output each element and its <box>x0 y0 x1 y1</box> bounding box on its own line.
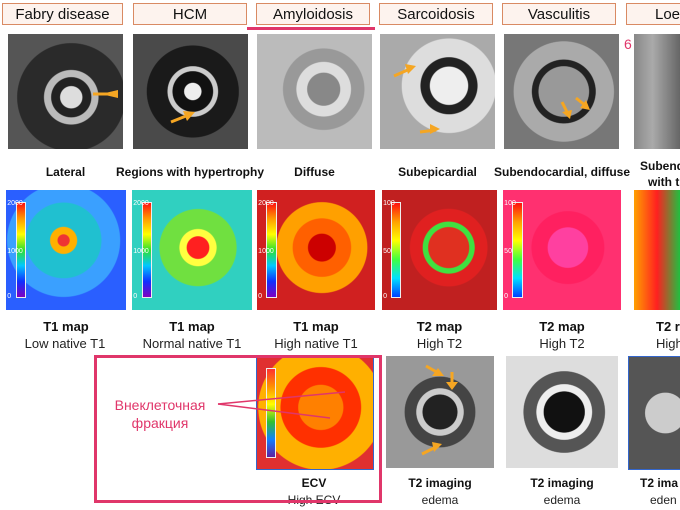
tick-100: 100 <box>504 199 516 207</box>
tick-2000: 2000 <box>7 199 23 207</box>
page-number: 6 <box>624 36 632 52</box>
lge-image-loeffler <box>634 34 680 149</box>
tick-0: 0 <box>383 293 388 301</box>
bottom-title-vasculitis: T2 imaging <box>530 476 594 490</box>
caption-subend-partial: Subend <box>640 159 680 173</box>
map-title-sarcoidosis: T2 map <box>416 319 463 334</box>
annotation-line2: фракция <box>131 415 189 431</box>
t2-map-loeffler <box>634 190 680 310</box>
t1-map-fabry: 2000 1000 0 <box>6 190 126 310</box>
map-title-hcm: T1 map <box>169 319 215 334</box>
bottom-title-sarcoidosis: T2 imaging <box>408 476 472 490</box>
tick-0: 0 <box>258 293 263 301</box>
amyloidosis-underline <box>247 27 375 30</box>
tick-0: 0 <box>504 293 509 301</box>
caption-diffuse: Diffuse <box>294 165 335 179</box>
map-title-vasculitis: T2 map <box>539 319 585 334</box>
bottom-title-loeffler: T2 ima <box>640 476 679 490</box>
caption-witht-partial: with t <box>648 175 680 189</box>
map-sub-fabry: Low native T1 <box>24 336 106 351</box>
map-sub-loeffler: High <box>656 336 680 351</box>
header-loeffler: Loe <box>626 3 680 25</box>
header-fabry: Fabry disease <box>2 3 123 25</box>
map-title-amyloidosis: T1 map <box>293 319 339 334</box>
tick-50: 50 <box>504 247 512 255</box>
tick-0: 0 <box>7 293 12 301</box>
lge-image-amyloidosis <box>257 34 372 149</box>
t1-map-amyloidosis: 2000 1000 0 <box>257 190 375 310</box>
bottom-title-ecv: ECV <box>301 476 327 490</box>
header-amyloidosis: Amyloidosis <box>256 3 370 25</box>
tick-1000: 1000 <box>7 247 23 255</box>
lge-image-sarcoidosis <box>380 34 495 149</box>
caption-hypertrophy: Regions with hypertrophy <box>115 165 264 179</box>
header-sarcoidosis: Sarcoidosis <box>379 3 493 25</box>
t2-map-sarcoidosis: 100 50 0 <box>382 190 497 310</box>
header-hcm: HCM <box>133 3 247 25</box>
header-vasculitis: Vasculitis <box>502 3 616 25</box>
ecv-highlight-frame <box>94 355 382 503</box>
caption-lateral: Lateral <box>45 165 86 179</box>
t2-image-loeffler <box>628 356 680 470</box>
map-sub-sarcoidosis: High T2 <box>416 336 463 351</box>
lge-image-fabry <box>8 34 123 149</box>
bottom-sub-sarcoidosis: edema <box>421 493 459 507</box>
ecv-map-amyloidosis <box>256 356 374 470</box>
t2-map-vasculitis: 100 50 0 <box>503 190 621 310</box>
caption-subendocardial: Subendocardial, diffuse <box>493 165 631 179</box>
tick-2000: 2000 <box>258 199 274 207</box>
lge-image-vasculitis <box>504 34 619 149</box>
map-title-fabry: T1 map <box>43 319 89 334</box>
bottom-sub-loeffler: eden <box>650 493 677 507</box>
t2-image-vasculitis <box>506 356 618 468</box>
tick-0: 0 <box>133 293 138 301</box>
lge-image-hcm <box>133 34 248 149</box>
bottom-sub-vasculitis: edema <box>543 493 581 507</box>
t1-map-hcm: 2000 1000 0 <box>132 190 252 310</box>
caption-subepicardial: Subepicardial <box>398 165 477 179</box>
tick-100: 100 <box>383 199 395 207</box>
map-sub-amyloidosis: High native T1 <box>274 336 358 351</box>
map-title-loeffler: T2 r <box>656 319 680 334</box>
tick-2000: 2000 <box>133 199 149 207</box>
tick-1000: 1000 <box>258 247 274 255</box>
tick-1000: 1000 <box>133 247 149 255</box>
t2-image-sarcoidosis <box>386 356 494 468</box>
map-sub-hcm: Normal native T1 <box>142 336 242 351</box>
annotation-line1: Внеклеточная <box>114 397 206 413</box>
tick-50: 50 <box>383 247 391 255</box>
map-sub-vasculitis: High T2 <box>539 336 585 351</box>
